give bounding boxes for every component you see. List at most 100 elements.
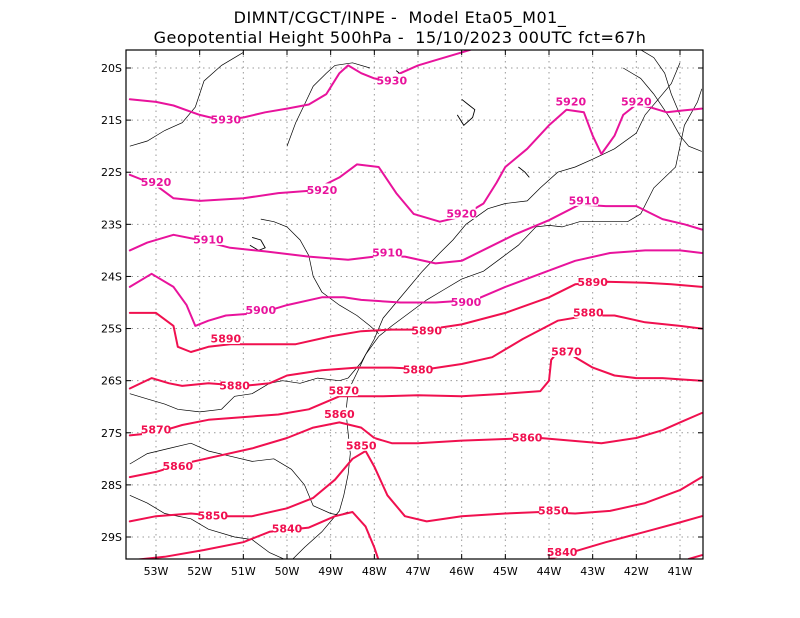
contour-label: 5910: [193, 233, 224, 246]
lake-outline: [249, 236, 266, 251]
contour-label: 5870: [551, 346, 582, 359]
contour-label-bg: [142, 175, 170, 188]
boundary-line: [129, 494, 285, 559]
contour-label-bg: [347, 438, 376, 451]
axis-ticks: 53W 52W 51W 50W 49W 48W 47W 46W 45W 44W 43W 42W 41W 2…: [101, 50, 703, 578]
contour-label-bg: [220, 378, 249, 391]
contour-label-bg: [404, 363, 432, 376]
lon-tick-label: 50W: [275, 565, 300, 578]
contour-5880: [128, 314, 703, 390]
boundary-line: [347, 62, 681, 379]
grid-lines: [126, 50, 703, 559]
lat-tick-label: 21S: [101, 114, 122, 127]
boundary-line: [378, 88, 703, 337]
contour-label-bg: [273, 522, 301, 535]
contour-label-bg: [548, 545, 577, 558]
boundary-line: [292, 336, 379, 559]
contour-label: 5860: [163, 460, 194, 473]
contour-label-bg: [211, 331, 240, 344]
contour-label: 5900: [451, 296, 482, 309]
contour-label-bg: [163, 459, 192, 472]
contour-label-bg: [246, 303, 275, 316]
lake-outline: [456, 98, 476, 126]
contour-label: 5870: [141, 424, 172, 437]
contour-5920: [128, 103, 703, 223]
contour-label-bg: [513, 430, 542, 443]
contour-label-bg: [194, 232, 223, 245]
contour-label-bg: [556, 94, 585, 107]
lon-tick-label: 52W: [187, 565, 212, 578]
lon-tick-label: 41W: [668, 565, 693, 578]
contour-label: 5840: [547, 546, 578, 559]
contour-label-bg: [412, 324, 441, 337]
contour-label: 5880: [219, 379, 250, 392]
contour-label: 5920: [621, 95, 652, 108]
contour-label-bg: [569, 193, 598, 206]
lat-tick-label: 29S: [101, 531, 122, 544]
contour-label-bg: [373, 245, 402, 258]
lat-tick-label: 24S: [101, 270, 122, 283]
contour-label: 5910: [569, 194, 600, 207]
contour-label: 5930: [211, 114, 242, 127]
contour-5900: [128, 249, 703, 327]
lat-tick-label: 20S: [101, 62, 122, 75]
contour-5850: [128, 450, 703, 523]
contour-5930: [128, 50, 472, 122]
lat-tick-label: 26S: [101, 375, 122, 388]
lon-tick-label: 51W: [231, 565, 256, 578]
plot-frame: [125, 49, 704, 560]
contour-label: 5870: [328, 385, 359, 398]
lon-tick-label: 45W: [493, 565, 518, 578]
contour-label-bg: [622, 94, 651, 107]
contour-label-bg: [578, 275, 607, 288]
contour-label: 5920: [446, 207, 477, 220]
contour-label: 5900: [245, 304, 276, 317]
contour-label: 5890: [211, 332, 242, 345]
lon-tick-label: 47W: [406, 565, 431, 578]
lat-tick-label: 27S: [101, 427, 122, 440]
chart-title-line1: DIMNT/CGCT/INPE - Model Eta05_M01_: [233, 8, 567, 27]
contour-5840: [687, 554, 703, 559]
contour-label-bg: [574, 305, 603, 318]
contour-label-bg: [539, 503, 568, 516]
contour-label-bg: [447, 206, 476, 219]
lon-tick-label: 48W: [362, 565, 387, 578]
contour-label: 5920: [307, 184, 338, 197]
contour-label: 5840: [272, 523, 303, 536]
lake-outline: [518, 166, 530, 178]
chart-title-line2: Geopotential Height 500hPa - 15/10/2023 …: [153, 28, 647, 47]
boundary-line: [286, 62, 371, 147]
contour-label-bg: [552, 345, 581, 358]
lon-tick-label: 44W: [537, 565, 562, 578]
contour-label-bg: [377, 74, 406, 87]
contours: [128, 50, 703, 559]
lon-tick-label: 46W: [449, 565, 474, 578]
lon-tick-label: 49W: [318, 565, 343, 578]
contour-label: 5890: [411, 325, 442, 338]
contour-label: 5880: [403, 364, 434, 377]
boundary-line: [640, 50, 681, 116]
boundary-line: [129, 52, 244, 147]
contour-label: 5850: [538, 504, 569, 517]
lat-tick-label: 23S: [101, 218, 122, 231]
boundary-line: [129, 442, 349, 516]
contour-5860: [128, 412, 703, 479]
contour-label: 5860: [512, 431, 543, 444]
lon-tick-label: 43W: [580, 565, 605, 578]
contour-label: 5890: [577, 276, 608, 289]
boundary-line: [129, 377, 349, 413]
contour-label-bg: [325, 407, 354, 420]
contour-label: 5930: [376, 75, 407, 88]
lon-tick-label: 42W: [624, 565, 649, 578]
lon-tick-label: 53W: [144, 565, 169, 578]
lat-tick-label: 25S: [101, 323, 122, 336]
contour-label-bg: [142, 423, 170, 436]
contour-label: 5920: [141, 176, 172, 189]
contour-label: 5860: [324, 408, 355, 421]
contour-label: 5910: [372, 246, 403, 259]
contour-5840: [133, 511, 380, 559]
lat-tick-label: 28S: [101, 479, 122, 492]
lat-tick-label: 22S: [101, 166, 122, 179]
contour-label: 5850: [346, 439, 377, 452]
